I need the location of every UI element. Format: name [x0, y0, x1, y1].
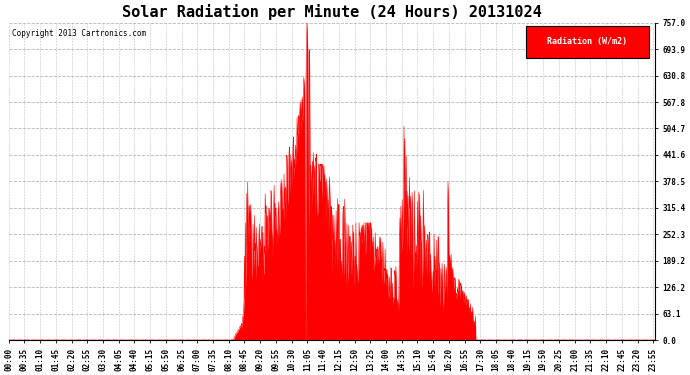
- Title: Solar Radiation per Minute (24 Hours) 20131024: Solar Radiation per Minute (24 Hours) 20…: [122, 4, 542, 20]
- Text: Copyright 2013 Cartronics.com: Copyright 2013 Cartronics.com: [12, 29, 146, 38]
- Text: Radiation (W/m2): Radiation (W/m2): [547, 37, 627, 46]
- FancyBboxPatch shape: [526, 26, 649, 58]
